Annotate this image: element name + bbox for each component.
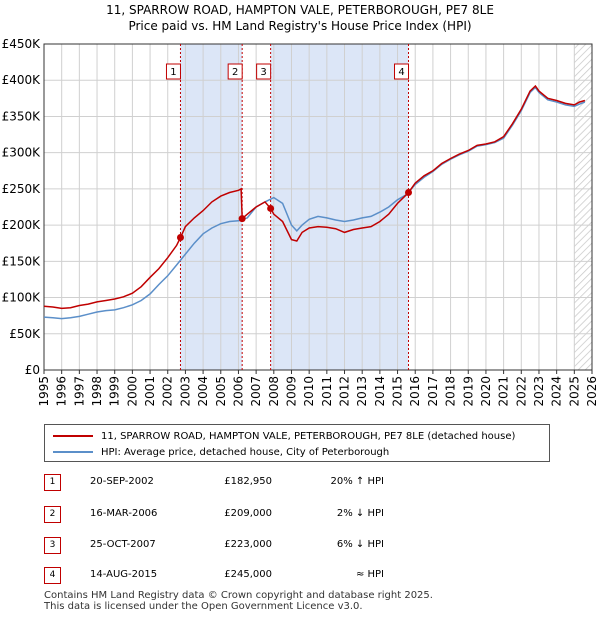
sale-marker-box xyxy=(394,63,410,80)
x-tick-label: 2026 xyxy=(585,376,599,407)
transaction-date: 14-AUG-2015 xyxy=(90,569,158,580)
x-tick-label: 1997 xyxy=(72,376,86,407)
transaction-hpi: 6% ↓ HPI xyxy=(336,539,384,550)
y-tick-label: £0 xyxy=(25,363,40,377)
x-tick-label: 2010 xyxy=(302,376,316,407)
footer-attribution: Contains HM Land Registry data © Crown c… xyxy=(44,590,433,612)
chart-legend: 11, SPARROW ROAD, HAMPTON VALE, PETERBOR… xyxy=(44,424,550,462)
transaction-price: £182,950 xyxy=(224,476,272,487)
transaction-date: 25-OCT-2007 xyxy=(90,539,156,550)
x-tick-label: 2015 xyxy=(391,376,405,407)
x-tick-label: 2024 xyxy=(550,376,564,407)
hpi-line xyxy=(43,86,586,320)
sale-marker-label: 3 xyxy=(260,67,266,78)
x-tick-label: 2016 xyxy=(408,376,422,407)
y-tick-label: £250K xyxy=(2,182,42,196)
transaction-date: 20-SEP-2002 xyxy=(90,476,154,487)
sale-marker-box xyxy=(165,63,181,80)
x-tick-label: 2003 xyxy=(178,376,192,407)
x-tick-label: 2013 xyxy=(355,376,369,407)
x-tick-label: 2021 xyxy=(497,376,511,407)
transaction-price: £223,000 xyxy=(224,539,272,550)
forecast-hatch xyxy=(574,44,592,370)
x-tick-label: 2005 xyxy=(214,376,228,407)
x-tick-label: 2022 xyxy=(514,376,528,407)
legend-label-hpi: HPI: Average price, detached house, City… xyxy=(101,446,390,458)
transaction-hpi: 20% ↑ HPI xyxy=(330,476,384,487)
transaction-number: 1 xyxy=(44,474,61,491)
x-tick-label: 2011 xyxy=(320,376,334,407)
transaction-price: £209,000 xyxy=(224,508,272,519)
transaction-date: 16-MAR-2006 xyxy=(90,508,158,519)
sale-point xyxy=(267,204,275,212)
x-tick-label: 2020 xyxy=(479,376,493,407)
shaded-period xyxy=(270,44,409,370)
legend-swatch-hpi xyxy=(53,451,93,453)
x-tick-label: 2000 xyxy=(125,376,139,407)
x-tick-label: 2014 xyxy=(373,376,387,407)
x-tick-label: 2009 xyxy=(284,376,298,407)
sale-marker-label: 1 xyxy=(170,67,176,78)
x-tick-label: 2007 xyxy=(249,376,263,407)
legend-item-property: 11, SPARROW ROAD, HAMPTON VALE, PETERBOR… xyxy=(53,429,515,443)
y-tick-label: £150K xyxy=(2,254,42,268)
y-tick-label: £100K xyxy=(2,291,42,305)
y-tick-label: £50K xyxy=(9,327,41,341)
x-tick-label: 2006 xyxy=(231,376,245,407)
x-tick-label: 2025 xyxy=(567,376,581,407)
sale-point xyxy=(405,189,413,197)
x-tick-label: 1995 xyxy=(37,376,51,407)
x-tick-label: 2001 xyxy=(143,376,157,407)
footer-line-licence: This data is licensed under the Open Gov… xyxy=(44,601,363,612)
legend-label-property: 11, SPARROW ROAD, HAMPTON VALE, PETERBOR… xyxy=(101,430,516,442)
transaction-number: 2 xyxy=(44,506,61,523)
chart-title-line2: Price paid vs. HM Land Registry's House … xyxy=(128,19,472,33)
x-tick-label: 2008 xyxy=(267,376,281,407)
legend-swatch-property xyxy=(53,435,93,437)
sale-marker-box xyxy=(256,63,272,80)
y-tick-label: £400K xyxy=(2,73,42,87)
sale-marker-label: 4 xyxy=(398,67,404,78)
transaction-hpi: ≈ HPI xyxy=(355,569,384,580)
chart-title-line1: 11, SPARROW ROAD, HAMPTON VALE, PETERBOR… xyxy=(106,3,494,17)
property-price-line xyxy=(43,84,586,310)
x-tick-label: 2018 xyxy=(444,376,458,407)
legend-item-hpi: HPI: Average price, detached house, City… xyxy=(53,445,389,459)
transaction-hpi: 2% ↓ HPI xyxy=(336,508,384,519)
x-tick-label: 1999 xyxy=(108,376,122,407)
transaction-number: 3 xyxy=(44,537,61,554)
x-tick-label: 1998 xyxy=(90,376,104,407)
transaction-price: £245,000 xyxy=(224,569,272,580)
sale-point xyxy=(238,215,246,223)
transaction-number: 4 xyxy=(44,567,61,584)
x-tick-label: 2004 xyxy=(196,376,210,407)
sale-marker-label: 2 xyxy=(232,67,238,78)
plot-frame xyxy=(43,43,593,371)
y-tick-label: £450K xyxy=(2,37,42,51)
sale-marker-box xyxy=(227,63,243,80)
x-tick-label: 2019 xyxy=(461,376,475,407)
footer-line-copyright: Contains HM Land Registry data © Crown c… xyxy=(44,590,433,601)
y-tick-label: £300K xyxy=(2,146,42,160)
shaded-period xyxy=(180,44,243,370)
y-tick-label: £200K xyxy=(2,218,42,232)
x-tick-label: 2023 xyxy=(532,376,546,407)
x-tick-label: 2002 xyxy=(161,376,175,407)
price-chart: £0 £50K £100K £150K £200K £250K £300K £350K £400… xyxy=(2,37,599,407)
sale-point xyxy=(176,233,184,241)
y-tick-label: £350K xyxy=(2,109,42,123)
x-tick-label: 2012 xyxy=(338,376,352,407)
x-tick-label: 1996 xyxy=(55,376,69,407)
x-tick-label: 2017 xyxy=(426,376,440,407)
